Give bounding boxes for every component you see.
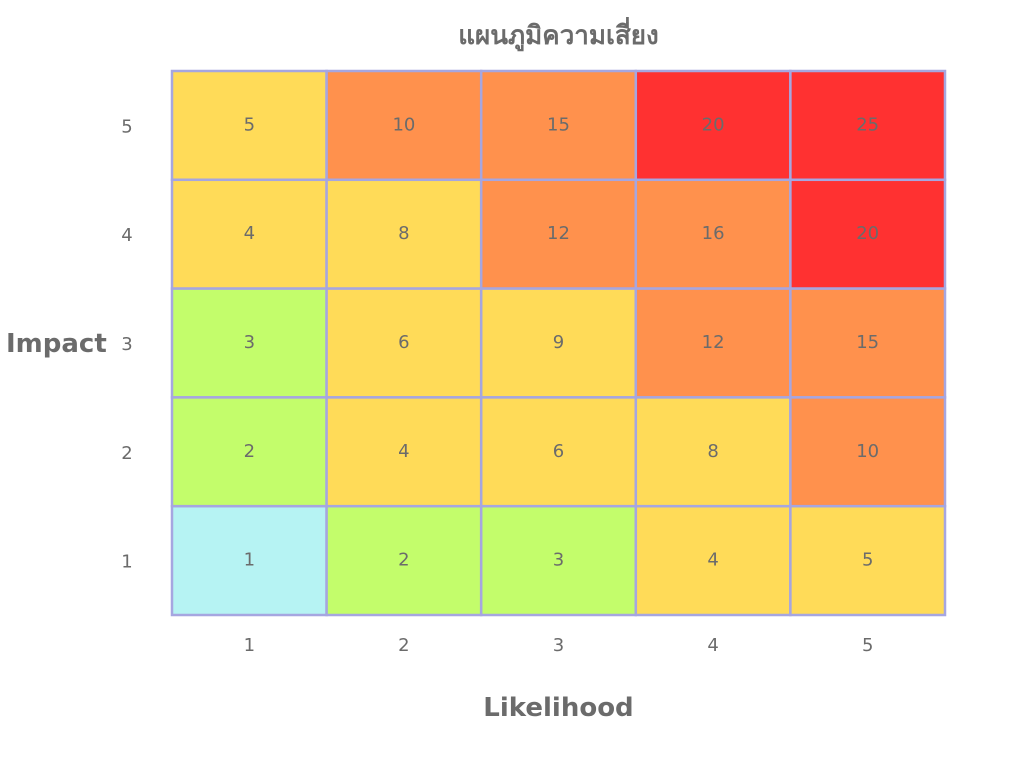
cell-value-label: 9 (553, 332, 564, 353)
heatmap-cell (789, 287, 947, 399)
heatmap-cell (325, 504, 483, 617)
heatmap-cell (479, 178, 638, 290)
cell-value-label: 12 (702, 332, 725, 353)
y-tick-label: 2 (121, 443, 132, 464)
cell-value-label: 16 (702, 223, 725, 244)
y-tick-label: 3 (121, 334, 132, 355)
cell-value-label: 20 (856, 223, 879, 244)
cell-value-label: 2 (244, 441, 255, 462)
x-axis-label: Likelihood (483, 693, 634, 723)
y-tick-label: 1 (121, 552, 132, 573)
cell-value-label: 12 (547, 223, 570, 244)
heatmap-cell (170, 396, 328, 508)
x-tick-label: 5 (862, 635, 873, 656)
heatmap-cell (170, 504, 328, 617)
cell-value-label: 10 (856, 441, 879, 462)
x-tick-label: 2 (398, 635, 409, 656)
x-tick-label: 3 (553, 635, 564, 656)
cell-value-label: 8 (707, 441, 718, 462)
heatmap-cell (789, 396, 947, 508)
cell-value-label: 6 (553, 441, 564, 462)
y-tick-label: 5 (121, 116, 132, 137)
heatmap-cell (634, 396, 792, 508)
heatmap-cell (634, 178, 792, 290)
cell-value-label: 3 (553, 550, 564, 571)
heatmap-cell (325, 396, 483, 508)
heatmap-cell (634, 504, 792, 617)
heatmap-cells: 5 10 15 20 254 8 12 16 203 6 9 12 152 4 6 8 101 2 3 4 5 (170, 69, 947, 617)
y-tick-label: 4 (121, 225, 132, 246)
heatmap-cell (325, 178, 483, 290)
x-tick-label: 1 (244, 635, 255, 656)
cell-value-label: 4 (707, 550, 718, 571)
cell-value-label: 15 (856, 332, 879, 353)
heatmap-cell (479, 396, 638, 508)
chart-title: แผนภูมิความเสี่ยง (458, 21, 659, 51)
cell-value-label: 5 (862, 550, 873, 571)
cell-value-label: 8 (398, 223, 409, 244)
cell-value-label: 20 (702, 114, 725, 135)
cell-value-label: 1 (244, 550, 255, 571)
cell-value-label: 3 (244, 332, 255, 353)
cell-value-label: 4 (398, 441, 409, 462)
cell-value-label: 6 (398, 332, 409, 353)
cell-value-label: 5 (244, 114, 255, 135)
heatmap-cell (170, 287, 328, 399)
heatmap-cell (789, 504, 947, 617)
cell-value-label: 10 (392, 114, 415, 135)
y-axis-label: Impact (6, 329, 107, 359)
cell-value-label: 15 (547, 114, 570, 135)
heatmap-cell (479, 504, 638, 617)
cell-value-label: 25 (856, 114, 879, 135)
x-tick-label: 4 (707, 635, 718, 656)
heatmap-cell (479, 287, 638, 399)
cell-value-label: 4 (244, 223, 255, 244)
cell-value-label: 2 (398, 550, 409, 571)
heatmap-cell (170, 178, 328, 290)
